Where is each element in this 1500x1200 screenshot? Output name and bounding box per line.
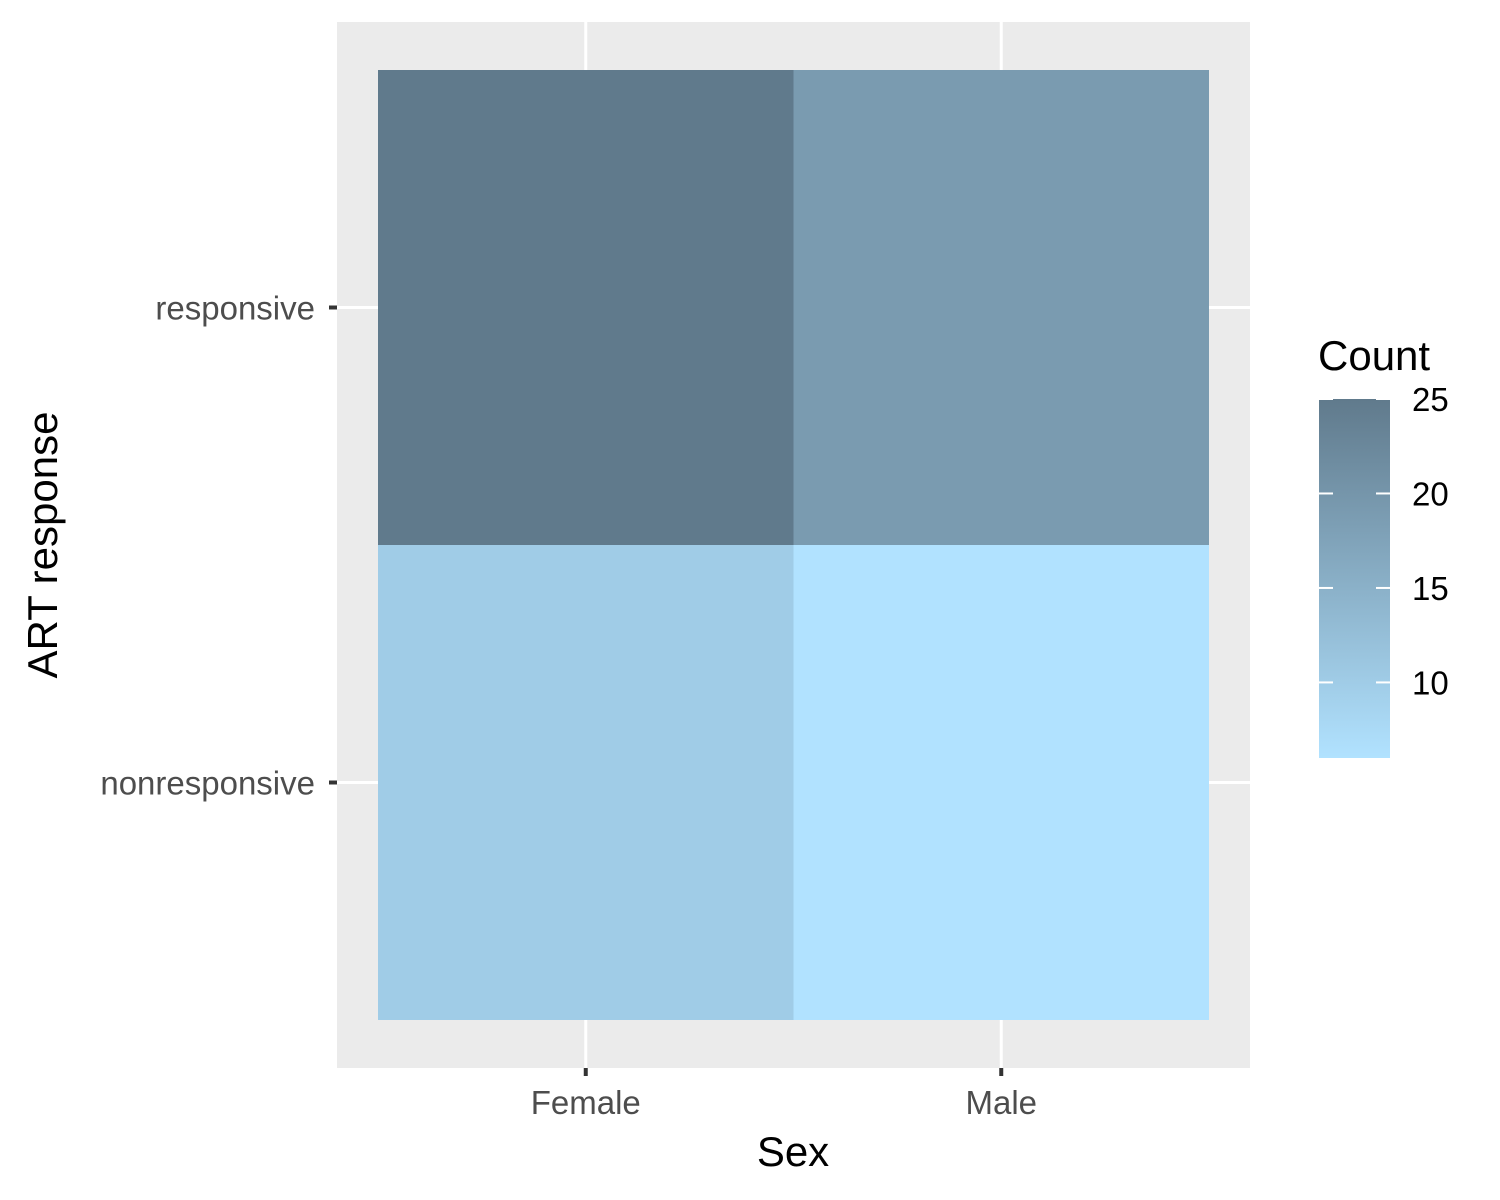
legend-tick-label: 15 xyxy=(1412,570,1449,607)
x-axis-title: Sex xyxy=(757,1128,829,1175)
heatmap-cells xyxy=(378,70,1209,1020)
x-tick-label: Male xyxy=(965,1084,1037,1121)
heatmap-cell xyxy=(793,545,1209,1020)
x-tick-label: Female xyxy=(531,1084,641,1121)
legend-title: Count xyxy=(1318,332,1430,379)
axes: Female Male nonresponsive responsive xyxy=(100,290,1037,1122)
y-tick-label: nonresponsive xyxy=(100,765,315,802)
legend-tick-label: 20 xyxy=(1412,475,1449,512)
legend-ticks: 10 15 20 25 xyxy=(1319,381,1449,701)
y-axis-title: ART response xyxy=(19,412,66,679)
legend-tick-label: 10 xyxy=(1412,664,1449,701)
y-tick-label: responsive xyxy=(155,290,315,327)
legend: Count 10 15 20 25 xyxy=(1318,332,1449,758)
legend-tick-label: 25 xyxy=(1412,381,1449,418)
legend-colorbar xyxy=(1319,399,1390,758)
heatmap-cell xyxy=(378,70,794,545)
heatmap-cell xyxy=(378,545,794,1020)
heatmap-cell xyxy=(793,70,1209,545)
